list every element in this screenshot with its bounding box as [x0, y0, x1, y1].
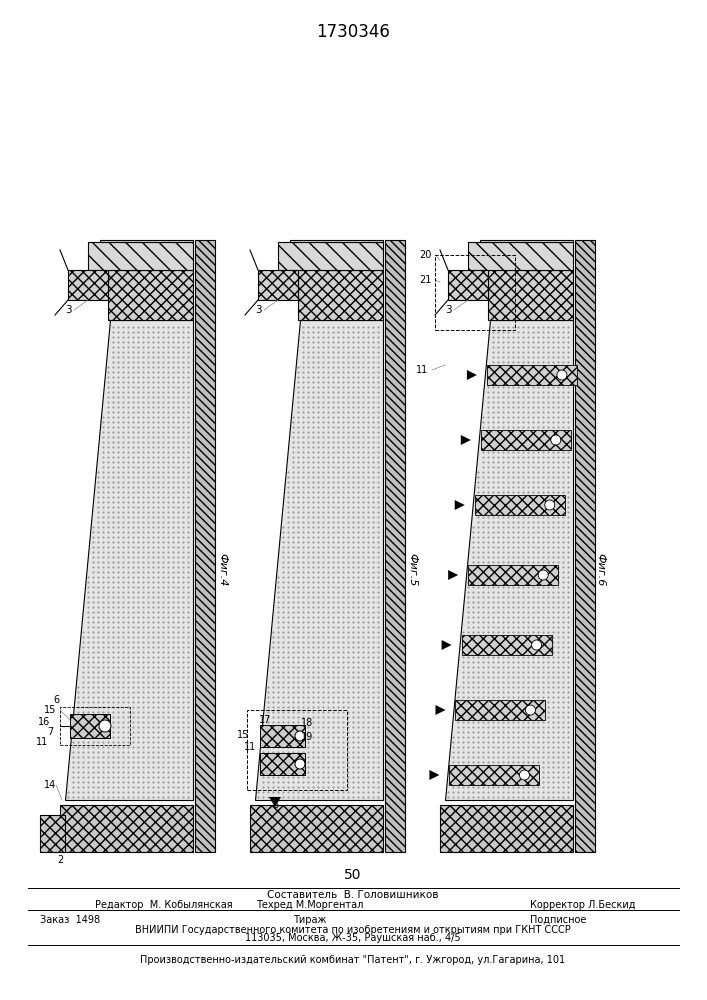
Polygon shape: [255, 320, 383, 800]
Polygon shape: [269, 797, 281, 807]
Polygon shape: [448, 270, 488, 300]
Bar: [462, 635, 551, 655]
Bar: [260, 753, 305, 775]
Polygon shape: [440, 805, 573, 852]
Polygon shape: [108, 270, 193, 320]
Text: 3: 3: [64, 305, 71, 315]
Polygon shape: [429, 770, 440, 780]
Circle shape: [525, 705, 535, 715]
Circle shape: [295, 731, 305, 741]
Text: 15: 15: [237, 730, 249, 740]
Text: 16: 16: [38, 717, 50, 727]
Polygon shape: [480, 240, 573, 242]
Bar: [260, 725, 305, 747]
Bar: [60, 707, 130, 745]
Text: 11: 11: [244, 742, 256, 752]
Text: 113035, Москва, Ж-35, Раушская наб., 4/5: 113035, Москва, Ж-35, Раушская наб., 4/5: [245, 933, 461, 943]
Text: 15: 15: [44, 705, 56, 715]
Polygon shape: [68, 270, 108, 300]
Text: 50: 50: [344, 868, 362, 882]
Text: 19: 19: [301, 732, 313, 742]
Text: Техред М.Моргентал: Техред М.Моргентал: [257, 900, 363, 910]
Text: Фиг.5: Фиг.5: [407, 553, 417, 587]
Circle shape: [295, 759, 305, 769]
Polygon shape: [60, 805, 193, 852]
Text: 3: 3: [255, 305, 262, 315]
Polygon shape: [250, 805, 383, 852]
Text: 1730346: 1730346: [316, 23, 390, 41]
Circle shape: [544, 500, 555, 510]
Polygon shape: [445, 320, 573, 800]
Text: 7: 7: [47, 727, 53, 737]
Polygon shape: [278, 242, 383, 270]
Bar: [474, 495, 565, 515]
Polygon shape: [455, 500, 464, 510]
Text: 21: 21: [419, 275, 431, 285]
Polygon shape: [385, 240, 405, 852]
Text: 11: 11: [416, 365, 428, 375]
Bar: [481, 430, 571, 450]
Bar: [450, 765, 539, 785]
Text: Корректор Л.Бескид: Корректор Л.Бескид: [530, 900, 636, 910]
Text: 20: 20: [419, 250, 431, 260]
Text: ВНИИПИ Государственного комитета по изобретениям и открытиям при ГКНТ СССР: ВНИИПИ Государственного комитета по изоб…: [135, 925, 571, 935]
Bar: [435, 255, 515, 330]
Circle shape: [538, 570, 548, 580]
Text: 17: 17: [259, 715, 271, 725]
Text: Составитель  В. Головишников: Составитель В. Головишников: [267, 890, 439, 900]
Text: Редактор  М. Кобылянская: Редактор М. Кобылянская: [95, 900, 233, 910]
Circle shape: [551, 435, 561, 445]
Text: 3: 3: [445, 305, 451, 315]
Text: Фиг.6: Фиг.6: [595, 553, 605, 587]
Polygon shape: [575, 240, 595, 852]
Text: Заказ  1498: Заказ 1498: [40, 915, 100, 925]
Bar: [70, 714, 110, 738]
Polygon shape: [461, 435, 471, 445]
Circle shape: [99, 720, 111, 732]
Circle shape: [532, 640, 542, 650]
Polygon shape: [436, 705, 445, 715]
Bar: [455, 700, 546, 720]
Polygon shape: [65, 320, 193, 800]
Text: 14: 14: [44, 780, 56, 790]
Text: 6: 6: [272, 800, 278, 810]
Text: 2: 2: [57, 855, 63, 865]
Polygon shape: [195, 240, 215, 852]
Polygon shape: [468, 242, 573, 270]
Text: 11: 11: [36, 737, 48, 747]
Polygon shape: [100, 240, 193, 242]
Bar: [487, 365, 577, 385]
Text: 18: 18: [301, 718, 313, 728]
Polygon shape: [298, 270, 383, 320]
Text: Производственно-издательский комбинат "Патент", г. Ужгород, ул.Гагарина, 101: Производственно-издательский комбинат "П…: [141, 955, 566, 965]
Text: 6: 6: [53, 695, 59, 705]
Bar: [468, 565, 558, 585]
Polygon shape: [290, 240, 383, 242]
Polygon shape: [448, 570, 458, 580]
Bar: [247, 710, 347, 790]
Circle shape: [520, 770, 530, 780]
Text: Тираж: Тираж: [293, 915, 327, 925]
Polygon shape: [442, 640, 452, 650]
Polygon shape: [467, 370, 477, 380]
Polygon shape: [488, 270, 573, 320]
Polygon shape: [40, 815, 65, 852]
Polygon shape: [258, 270, 298, 300]
Text: Фиг.4: Фиг.4: [217, 553, 227, 587]
Polygon shape: [88, 242, 193, 270]
Circle shape: [557, 370, 567, 380]
Text: Подписное: Подписное: [530, 915, 586, 925]
